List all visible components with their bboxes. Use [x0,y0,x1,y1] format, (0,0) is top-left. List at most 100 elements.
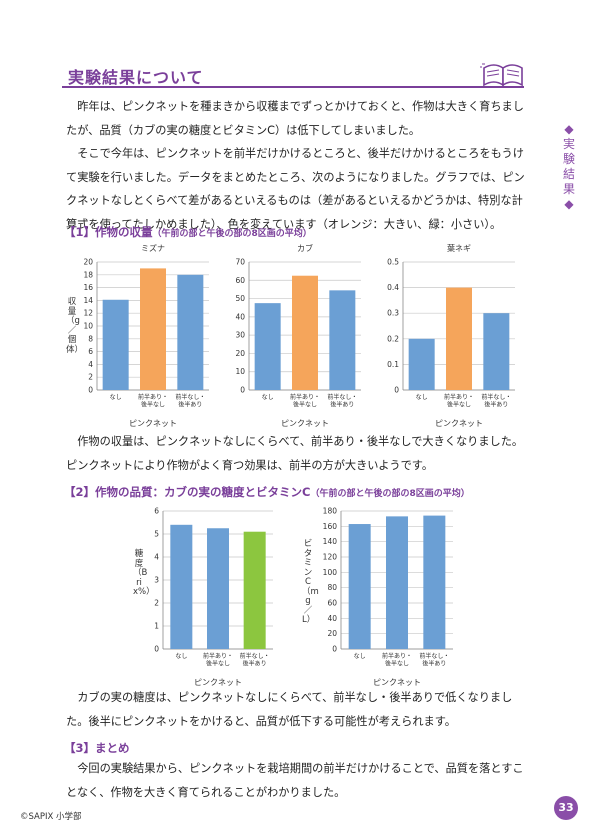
section-3-heading: 【3】まとめ [64,740,130,756]
chart-vitamin-c: 0 20 40 60 80 100 120 140 160 180 なし 前半あり・ 後半なし 前半なし・… [313,505,463,690]
y-tick-label: 0.5 [387,258,399,267]
category-label: 前半なし・ [327,393,357,401]
y-tick-label: 70 [235,258,245,267]
quality-summary-paragraph: カブの実の糖度は、ピンクネットなしにくらべて、前半なし・後半ありで低くなりました… [66,691,513,728]
chart-kabu: カブ 0 10 20 30 40 50 60 70 なし 前半あり・ 後半なし 前半なし・ 後半あり ピンク… [227,236,377,436]
bar [386,516,408,649]
side-tab-char: 結 [562,167,575,181]
category-label: 後半あり [178,401,202,409]
x-axis-label: ピンクネット [281,419,329,428]
bar [170,524,193,649]
category-label: 前半なし・ [240,652,270,660]
y-tick-label: 16 [83,283,93,292]
category-label: なし [110,394,122,401]
page-number: 33 [554,796,578,820]
y-tick-label: 0 [240,386,245,395]
bar [140,268,166,390]
category-label: 前半なし・ [175,393,205,401]
y-tick-label: 6 [154,507,159,516]
y-tick-label: 4 [88,360,93,369]
side-chapter-tab: ◆ 実 験 結 果 ◆ [559,122,579,212]
open-book-icon [478,58,528,88]
y-tick-label: 40 [327,614,337,623]
yield-y-axis-label: 収量（g／個体） [66,297,84,355]
bar [102,299,129,390]
category-label: 前半なし・ [419,652,449,660]
y-tick-label: 0.2 [387,334,399,343]
section-2-note: （午前の部と午後の部の8区画の平均） [310,489,470,499]
y-tick-label: 0 [394,386,399,395]
chart-title: カブ [297,243,313,253]
category-label: 後半なし [206,660,230,668]
intro-paragraph-1: 昨年は、ピンクネットを種まきから収穫までずっとかけておくと、作物は大きく育ちまし… [66,100,524,137]
bar [292,275,318,390]
bar [408,338,435,390]
category-label: 後半あり [422,660,446,668]
y-tick-label: 10 [235,367,245,376]
category-label: なし [262,394,274,401]
y-tick-label: 1 [154,622,159,631]
conclusion-paragraph: 今回の実験結果から、ピンクネットを栽培期間の前半だけかけることで、品質を落とすこ… [66,762,524,799]
chart-title: ミズナ [141,243,165,253]
bar [348,524,371,649]
bar [446,287,472,390]
y-tick-label: 18 [83,270,93,279]
x-axis-label: ピンクネット [129,419,177,428]
y-tick-label: 20 [83,258,93,267]
category-label: 後半なし [141,401,165,409]
title-underline [62,86,524,88]
chart-title: 葉ネギ [447,243,471,253]
y-tick-label: 0.4 [387,283,399,292]
y-tick-label: 0 [154,645,159,654]
y-tick-label: 3 [154,576,159,585]
y-tick-label: 80 [327,583,337,592]
y-tick-label: 30 [235,331,245,340]
category-label: 前半あり・ [444,393,474,401]
bar [254,303,281,390]
bar [483,313,510,390]
category-label: 後半なし [385,660,409,668]
bar [329,290,356,390]
intro-paragraph-2: そこで今年は、ピンクネットを前半だけかけるところと、後半だけかけるところをもうけ… [66,147,525,231]
category-label: 前半あり・ [138,393,168,401]
category-label: 後半なし [447,401,471,409]
y-tick-label: 10 [83,322,93,331]
y-tick-label: 100 [323,568,338,577]
section-2-heading: 【2】作物の品質：カブの実の糖度とビタミンC（午前の部と午後の部の8区画の平均） [64,484,470,500]
y-tick-label: 2 [154,599,159,608]
page-title: 実験結果について [68,68,204,87]
category-label: なし [416,394,428,401]
category-label: 後半あり [484,401,508,409]
y-tick-label: 12 [83,309,93,318]
y-tick-label: 2 [88,373,93,382]
y-tick-label: 4 [154,553,159,562]
bar [207,528,229,649]
y-tick-label: 0 [332,645,337,654]
brix-y-axis-label: 糖度（Brix%） [133,549,155,597]
category-label: 前半なし・ [481,393,511,401]
category-label: 後半あり [243,660,267,668]
section-1-label: 【1】作物の収量 [64,225,153,239]
x-axis-label: ピンクネット [435,419,483,428]
yield-summary-paragraph: 作物の収量は、ピンクネットなしにくらべて、前半あり・後半なしで大きくなりました。… [66,435,524,472]
side-tab-char: ◆ [564,122,574,136]
chart-negi: 葉ネギ 0 0.1 0.2 0.3 0.4 0.5 なし 前半あり・ 後半なし 前半なし・ 後半ありピ… [379,236,529,436]
y-tick-label: 160 [323,522,338,531]
section-2-label: 【2】作物の品質：カブの実の糖度とビタミンC [64,485,311,499]
x-axis-label: ピンクネット [373,678,421,687]
side-tab-char: ◆ [564,197,574,211]
category-label: なし [354,653,366,660]
y-tick-label: 180 [323,507,338,516]
side-tab-char: 果 [562,182,575,196]
y-tick-label: 20 [327,629,337,638]
category-label: なし [175,653,187,660]
y-tick-label: 140 [323,537,338,546]
chart-brix: 0 1 2 3 4 5 6 なし 前半あり・ 後半なし 前半なし・ 後半あり ピンクネット [145,505,285,690]
category-label: 前半あり・ [382,652,412,660]
copyright-footer: ©SAPIX 小学部 [20,812,82,822]
category-label: 前半あり・ [203,652,233,660]
y-tick-label: 5 [154,530,159,539]
section-1-note: （午前の部と午後の部の8区画の平均） [152,229,312,239]
y-tick-label: 60 [327,599,337,608]
y-tick-label: 20 [235,349,245,358]
